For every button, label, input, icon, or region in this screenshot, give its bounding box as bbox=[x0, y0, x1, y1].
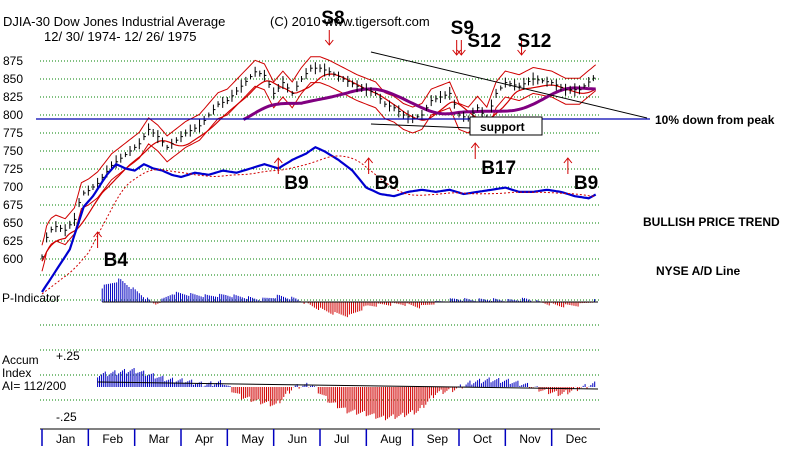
support-box bbox=[469, 116, 543, 136]
month-axis: Jan Feb Mar Apr May Jun Jul Aug Sep Oct Nov Dec bbox=[40, 428, 600, 446]
y-tick-label: 750 bbox=[3, 144, 23, 158]
buy-arrow-head bbox=[563, 157, 573, 164]
ai-minus-label: -.25 bbox=[56, 410, 77, 424]
y-tick-label: 725 bbox=[3, 162, 23, 176]
month-label: Mar bbox=[149, 432, 170, 446]
buy-signal-label: B4 bbox=[104, 250, 129, 271]
buy-arrow-head bbox=[470, 142, 480, 149]
y-tick-label: 625 bbox=[3, 234, 23, 248]
moving-average-lines bbox=[41, 56, 597, 272]
trend-label: BULLISH PRICE TREND bbox=[643, 215, 780, 229]
downtrend-line bbox=[370, 51, 648, 119]
month-label: Oct bbox=[473, 432, 492, 446]
sell-signal-label: S12 bbox=[518, 31, 552, 52]
month-label: May bbox=[241, 432, 264, 446]
p-indicator-histogram bbox=[101, 278, 598, 318]
y-tick-label: 675 bbox=[3, 198, 23, 212]
annotation-lines bbox=[36, 51, 650, 129]
accum-label: Accum bbox=[2, 353, 39, 367]
buy-signal-label: B9 bbox=[574, 173, 598, 194]
sell-signal-label: S12 bbox=[467, 31, 501, 52]
y-tick-label: 825 bbox=[3, 90, 23, 104]
sell-arrow-head bbox=[324, 39, 334, 46]
month-label: Jul bbox=[334, 432, 349, 446]
lower-band bbox=[41, 82, 597, 272]
chart-title: DJIA-30 Dow Jones Industrial Average bbox=[3, 14, 225, 29]
ten-percent-label: 10% down from peak bbox=[655, 113, 775, 127]
chart-date-range: 12/ 30/ 1974- 12/ 26/ 1975 bbox=[44, 29, 197, 44]
y-tick-label: 875 bbox=[3, 54, 23, 68]
sell-signal-label: S8 bbox=[321, 8, 344, 29]
month-label: Jan bbox=[56, 432, 75, 446]
sell-arrow-head bbox=[452, 49, 462, 56]
grid-lines bbox=[40, 60, 600, 401]
y-tick-label: 600 bbox=[3, 252, 23, 266]
buy-signal-label: B17 bbox=[481, 158, 516, 179]
y-tick-label: 800 bbox=[3, 108, 23, 122]
accum-ma bbox=[97, 381, 599, 390]
buy-signal-label: B9 bbox=[375, 173, 399, 194]
month-label: Aug bbox=[380, 432, 401, 446]
index-label: Index bbox=[2, 366, 31, 380]
buy-signal-label: B9 bbox=[284, 173, 308, 194]
ad-line bbox=[41, 145, 597, 293]
p-indicator-label: P-Indicator bbox=[2, 291, 60, 305]
moving-average-21 bbox=[41, 73, 596, 262]
buy-arrow-head bbox=[273, 157, 283, 164]
y-tick-label: 775 bbox=[3, 126, 23, 140]
ai-value-label: AI= 112/200 bbox=[2, 379, 66, 393]
copyright-text: (C) 2010 www.tigersoft.com bbox=[270, 14, 430, 29]
support-label: support bbox=[480, 120, 525, 134]
ad-ma-dotted bbox=[41, 155, 596, 295]
month-label: Sep bbox=[427, 432, 449, 446]
month-label: Nov bbox=[519, 432, 540, 446]
ai-plus-label: +.25 bbox=[56, 349, 80, 363]
month-label: Apr bbox=[195, 432, 214, 446]
upper-band bbox=[41, 56, 597, 246]
ad-line-series bbox=[41, 145, 597, 295]
accum-index-histogram bbox=[97, 368, 599, 421]
buy-arrow-head bbox=[364, 157, 374, 164]
y-axis-ticks: 875 850 825 800 775 750 725 700 675 650 625 600 bbox=[3, 54, 23, 266]
sell-signal-label: S9 bbox=[451, 18, 474, 39]
month-label: Feb bbox=[102, 432, 123, 446]
sell-arrow-head bbox=[517, 49, 526, 56]
month-label: Dec bbox=[566, 432, 587, 446]
ad-line-label: NYSE A/D Line bbox=[656, 264, 741, 278]
buy-arrow-head bbox=[93, 231, 102, 238]
month-label: Jun bbox=[288, 432, 307, 446]
y-tick-label: 700 bbox=[3, 180, 23, 194]
moving-average-200 bbox=[242, 86, 596, 121]
support-line bbox=[370, 123, 471, 129]
y-tick-label: 850 bbox=[3, 72, 23, 86]
y-tick-label: 650 bbox=[3, 216, 23, 230]
sell-arrow-head bbox=[456, 49, 466, 56]
